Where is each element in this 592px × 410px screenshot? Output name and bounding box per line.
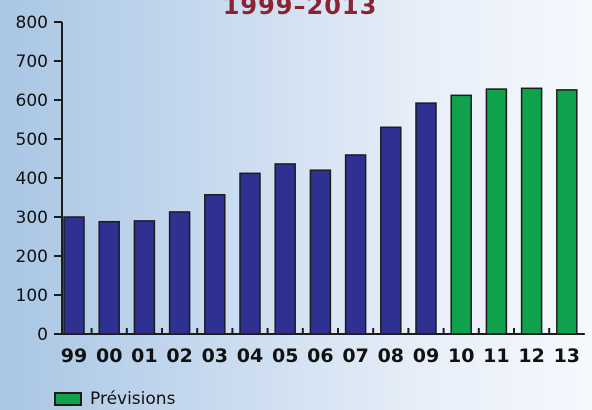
x-tick-label-12: 12	[518, 345, 544, 367]
legend: Prévisions	[54, 390, 175, 408]
x-tick-label-02: 02	[166, 345, 192, 367]
y-tick-label: 700	[16, 52, 48, 72]
bar-01	[133, 220, 156, 335]
bar-11	[485, 88, 508, 335]
y-tick-label: 100	[16, 286, 48, 306]
bar-00	[98, 220, 120, 335]
bar-09	[415, 102, 437, 335]
y-tick-label: 200	[16, 247, 48, 267]
x-tick-label-03: 03	[202, 345, 228, 367]
legend-label-forecast: Prévisions	[90, 389, 176, 409]
x-tick-label-04: 04	[237, 345, 263, 367]
x-tick-label-13: 13	[554, 345, 580, 367]
bar-07	[344, 154, 367, 335]
bar-12	[520, 87, 543, 335]
y-tick-label: 300	[16, 208, 48, 228]
x-tick-label-01: 01	[131, 345, 157, 367]
x-tick-label-08: 08	[378, 345, 404, 367]
y-axis: 0 100 200 300 400 500 600 700 800	[16, 13, 63, 345]
x-tick-label-10: 10	[448, 345, 474, 367]
y-tick-label: 0	[37, 325, 48, 345]
bar-06	[309, 169, 332, 335]
bar-04	[239, 172, 261, 335]
bar-10	[450, 94, 472, 335]
bar-03	[204, 194, 226, 335]
x-tick-label-09: 09	[413, 345, 439, 367]
bar-02	[168, 211, 191, 335]
bar-13	[556, 89, 578, 335]
x-tick-label-11: 11	[483, 345, 509, 367]
bars	[63, 87, 578, 335]
y-tick-label: 800	[16, 13, 48, 33]
x-tick-label-99: 99	[61, 345, 87, 367]
y-tick-label: 600	[16, 91, 48, 111]
y-tick-label: 500	[16, 130, 48, 150]
x-tick-label-00: 00	[96, 345, 122, 367]
x-tick-label-07: 07	[342, 345, 368, 367]
x-tick-label-06: 06	[307, 345, 333, 367]
chart-title: 1999–2013	[223, 0, 378, 20]
bar-99	[63, 216, 85, 335]
y-tick-label: 400	[16, 169, 48, 189]
legend-swatch-forecast	[54, 392, 82, 406]
bar-05	[274, 163, 296, 335]
x-tick-label-05: 05	[272, 345, 298, 367]
bar-08	[380, 126, 402, 335]
